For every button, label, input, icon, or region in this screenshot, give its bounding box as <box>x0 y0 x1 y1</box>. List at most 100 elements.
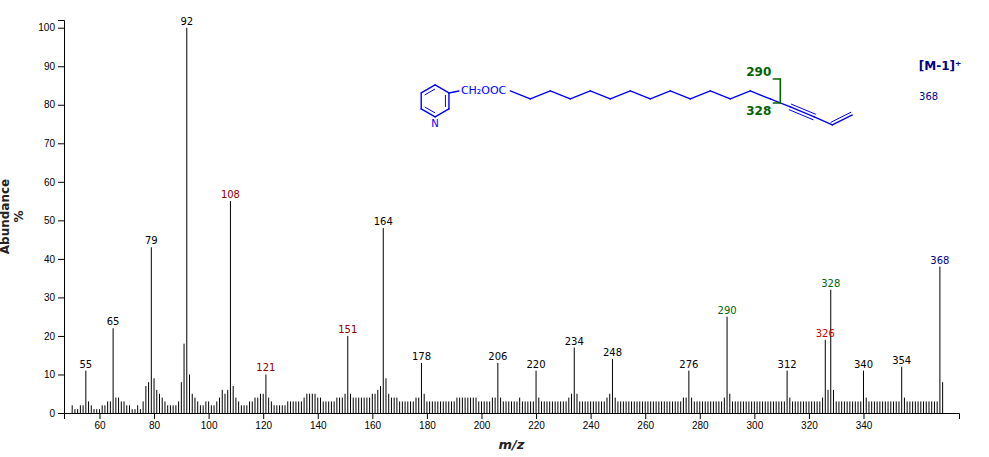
peak <box>99 409 100 413</box>
peak <box>928 401 929 413</box>
peak <box>754 401 755 413</box>
peak <box>716 401 717 413</box>
peak <box>604 401 605 413</box>
bracket <box>779 79 781 103</box>
peak <box>656 401 657 413</box>
x-tick: 340 <box>856 413 873 431</box>
peak <box>265 374 266 413</box>
peak <box>162 398 163 413</box>
peak <box>937 401 938 413</box>
peak <box>124 401 125 413</box>
peak <box>77 409 78 413</box>
peak <box>860 401 861 413</box>
peak-label: 151 <box>338 324 357 335</box>
fragment-label: 328 <box>746 104 771 118</box>
peak <box>405 401 406 413</box>
peak <box>939 267 940 413</box>
peak <box>735 401 736 413</box>
x-tick: 280 <box>692 413 709 431</box>
peak <box>372 394 373 413</box>
peak <box>825 340 826 413</box>
peak <box>918 401 919 413</box>
peak <box>96 409 97 413</box>
peak <box>83 405 84 413</box>
x-tick-mark <box>209 413 210 419</box>
peak <box>331 401 332 413</box>
peak <box>912 401 913 413</box>
peak <box>252 401 253 413</box>
structure-bond <box>421 85 435 93</box>
peak <box>88 401 89 413</box>
y-axis-title-line: Abundance <box>0 179 12 254</box>
peak <box>847 401 848 413</box>
peak <box>828 390 829 413</box>
peak <box>833 390 834 413</box>
peak <box>473 398 474 413</box>
peak <box>563 401 564 413</box>
structure-bond <box>530 91 550 99</box>
structure-bond <box>630 91 650 99</box>
peak <box>410 401 411 413</box>
peak-label: 234 <box>565 336 584 347</box>
peak <box>683 398 684 413</box>
peak <box>495 398 496 413</box>
peak <box>364 398 365 413</box>
peak-label: 92 <box>180 16 193 27</box>
peak <box>154 378 155 413</box>
y-tick: 20 <box>44 331 64 342</box>
x-tick-mark <box>263 413 264 419</box>
structure-bond <box>610 91 630 99</box>
peak <box>145 386 146 413</box>
peak <box>787 371 788 413</box>
peak <box>358 398 359 413</box>
peak <box>544 401 545 413</box>
peak-label: 248 <box>603 347 622 358</box>
x-tick-mark <box>99 413 100 419</box>
peak <box>246 405 247 413</box>
peak <box>686 398 687 413</box>
peak <box>792 401 793 413</box>
x-tick: 100 <box>201 413 218 431</box>
x-tick: 300 <box>747 413 764 431</box>
peak <box>385 378 386 413</box>
peak <box>481 401 482 413</box>
peak <box>402 401 403 413</box>
x-tick-mark <box>863 413 864 419</box>
peak <box>533 401 534 413</box>
structure-bond <box>570 91 590 99</box>
peak <box>500 398 501 413</box>
peak-label: 206 <box>488 351 507 362</box>
peak <box>658 401 659 413</box>
x-tick-mark <box>427 413 428 419</box>
peak <box>582 401 583 413</box>
peak <box>328 401 329 413</box>
y-tick-mark <box>58 28 64 29</box>
structure-bond <box>670 91 690 99</box>
peak <box>740 401 741 413</box>
x-tick-mark <box>645 413 646 419</box>
peak <box>623 401 624 413</box>
y-tick-label: 90 <box>44 61 56 72</box>
peak <box>205 401 206 413</box>
x-tick: 220 <box>528 413 545 431</box>
peak <box>538 398 539 413</box>
peak <box>767 401 768 413</box>
peak <box>713 401 714 413</box>
peak-label: 328 <box>821 278 840 289</box>
peak <box>871 401 872 413</box>
peak <box>306 394 307 413</box>
peak <box>664 401 665 413</box>
peak <box>855 401 856 413</box>
peak <box>437 401 438 413</box>
peak <box>710 401 711 413</box>
peak <box>497 363 498 413</box>
peak <box>727 317 728 413</box>
peak <box>227 390 228 413</box>
peak <box>375 394 376 413</box>
peak <box>312 394 313 413</box>
x-tick: 80 <box>149 413 161 431</box>
peak <box>486 401 487 413</box>
peak <box>699 401 700 413</box>
y-tick-mark <box>58 105 64 106</box>
peak <box>151 247 152 413</box>
